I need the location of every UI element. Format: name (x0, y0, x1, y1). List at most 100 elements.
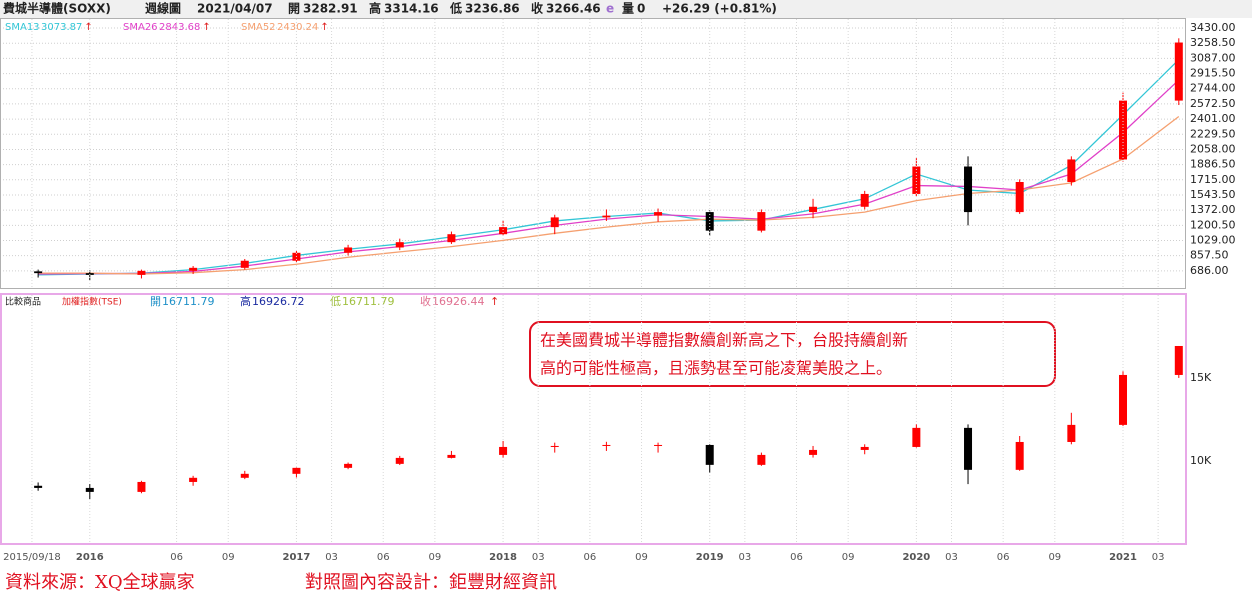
y-tick-label: 2058.00 (1190, 142, 1236, 155)
candle-body (1015, 182, 1024, 213)
candle-body (809, 206, 818, 213)
candle-body (344, 463, 353, 468)
y-tick-label: 686.00 (1190, 264, 1229, 277)
plot-layer: 686.00 857.50 1029.00 1200.50 1372.00 1543.50… (3, 19, 1236, 563)
x-tick-label: 2015/09/18 (3, 552, 61, 563)
candle-body (1015, 441, 1024, 470)
candle-body (1174, 345, 1183, 375)
y-tick-label: 2229.50 (1190, 127, 1236, 140)
candle-body (705, 444, 714, 465)
x-tick-label: 09 (1048, 552, 1061, 563)
x-tick-label: 06 (583, 552, 596, 563)
y-tick-label: 1200.50 (1190, 218, 1236, 231)
legend-arrow: ↑ (490, 295, 499, 308)
candle-body (395, 242, 404, 248)
y-tick-label: 3087.00 (1190, 51, 1236, 64)
x-tick-label: 06 (377, 552, 390, 563)
header-value: 3236.86 (465, 2, 520, 16)
candle-body (240, 260, 249, 268)
candle-body (602, 215, 611, 218)
candle-body (34, 485, 43, 488)
legend-label: 低 (330, 295, 341, 308)
candle-body (1174, 42, 1183, 101)
candle-body (550, 445, 559, 447)
header-value: 3314.16 (384, 2, 439, 16)
legend-label: 開 (150, 295, 161, 308)
candle-body (499, 227, 508, 235)
y-tick-label: 10K (1190, 454, 1212, 467)
legend-arrow: ↑ (202, 22, 210, 33)
header-e: e (606, 2, 614, 16)
candle-body (654, 212, 663, 216)
x-tick-label: 06 (997, 552, 1010, 563)
y-tick-label: 1886.50 (1190, 158, 1236, 171)
footer-design: 對照圖內容設計：鉅豐財經資訊 (305, 572, 557, 593)
header-label: 收 (531, 1, 543, 16)
candle-body (1067, 159, 1076, 183)
legend-value: 2430.24 (277, 22, 318, 33)
annotation: 高的可能性極高，且漲勢甚至可能凌駕美股之上。 (540, 359, 892, 378)
legend-value: 16711.79 (342, 295, 395, 308)
header-label: 低 (449, 1, 462, 16)
candle-body (912, 427, 921, 447)
x-tick-label: 06 (170, 552, 183, 563)
candle-body (964, 166, 973, 213)
candle-body (292, 467, 301, 474)
legend-value: 16926.44 (432, 295, 485, 308)
x-tick-label: 2019 (696, 552, 724, 563)
legend-name: SMA26 (123, 22, 158, 33)
y-tick-label: 2915.50 (1190, 67, 1236, 80)
header-label: 高 (369, 1, 381, 16)
y-tick-label: 2401.00 (1190, 112, 1236, 125)
y-tick-label: 1543.50 (1190, 188, 1236, 201)
x-tick-label: 09 (635, 552, 648, 563)
candle-body (1067, 424, 1076, 442)
y-tick-label: 1715.00 (1190, 173, 1236, 186)
header-value: 3282.91 (303, 2, 358, 16)
bottom-panel (0, 293, 1187, 545)
candle-body (860, 446, 869, 450)
candle-body (705, 212, 714, 231)
x-tick-label: 06 (790, 552, 803, 563)
sma-line (38, 79, 1180, 275)
legend-value: 16711.79 (162, 295, 215, 308)
legend-label: 高 (240, 294, 251, 308)
candle-body (137, 270, 146, 275)
candle-body (757, 212, 766, 231)
candle-body (757, 454, 766, 465)
legend-label: 收 (420, 294, 431, 308)
candle-body (189, 267, 198, 271)
x-tick-label: 03 (738, 552, 751, 563)
y-tick-label: 857.50 (1190, 249, 1229, 262)
y-tick-label: 3258.50 (1190, 36, 1236, 49)
x-tick-label: 03 (945, 552, 958, 563)
candle-body (860, 193, 869, 207)
x-tick-label: 2017 (283, 552, 311, 563)
candle-body (447, 454, 456, 458)
legend-label: 比較商品 (5, 296, 41, 308)
candle-body (1119, 374, 1128, 425)
top-panel (0, 18, 1186, 289)
footer-source: 資料來源：XQ全球贏家 (5, 572, 195, 593)
legend-name: 加權指數(TSE) (62, 296, 122, 308)
header-period: 週線圖 (145, 1, 181, 16)
candle-body (137, 481, 146, 492)
y-tick-label: 2572.50 (1190, 97, 1236, 110)
candle-body (240, 473, 249, 478)
y-tick-label: 2744.00 (1190, 82, 1236, 95)
y-tick-label: 1372.00 (1190, 203, 1236, 216)
candle-body (964, 427, 973, 470)
legend-value: 16926.72 (252, 295, 305, 308)
header-date: 2021/04/07 (197, 2, 273, 16)
legend-name: SMA52 (241, 22, 276, 33)
candle-body (344, 247, 353, 253)
header-label: 開 (288, 2, 300, 16)
y-tick-label: 1029.00 (1190, 233, 1236, 246)
candle-body (499, 446, 508, 455)
sma-line (38, 59, 1180, 276)
x-tick-label: 09 (842, 552, 855, 563)
legend-name: SMA13 (5, 22, 40, 33)
header-volume: 0 (637, 2, 645, 16)
candle-body (395, 457, 404, 464)
